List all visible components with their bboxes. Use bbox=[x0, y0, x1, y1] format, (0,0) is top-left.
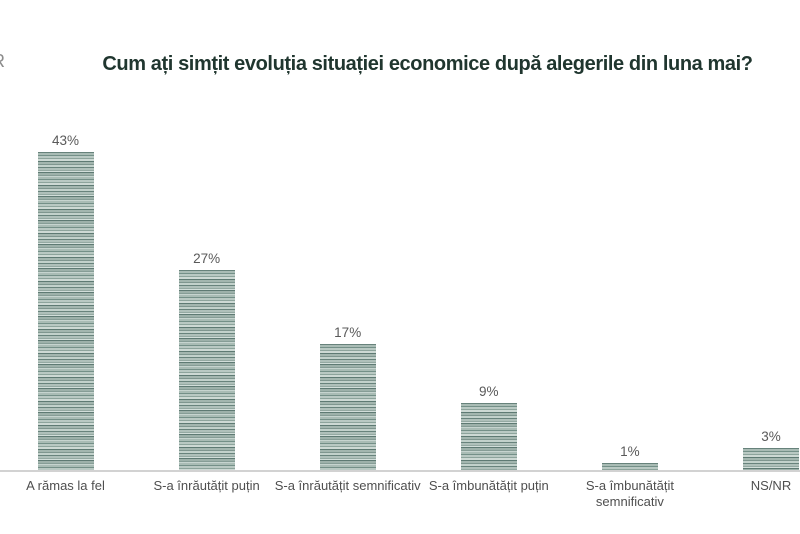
bar-column: 27% bbox=[178, 251, 235, 470]
chart-title: Cum ați simțit evoluția situației econom… bbox=[102, 53, 753, 75]
bar-value-label: 1% bbox=[620, 444, 640, 459]
bar-column: 17% bbox=[319, 325, 376, 470]
category-label: S-a îmbunătățit puțin bbox=[428, 478, 549, 493]
bar bbox=[37, 152, 94, 470]
category-label: A rămas la fel bbox=[26, 478, 105, 493]
bar-value-label: 9% bbox=[479, 384, 499, 399]
bar-value-label: 43% bbox=[51, 133, 80, 148]
category-label: S-a înrăutățit puțin bbox=[153, 478, 260, 493]
bar-column: 43% bbox=[37, 133, 94, 470]
bar-value-label: 27% bbox=[193, 251, 221, 266]
bar-column: 3% bbox=[743, 429, 799, 470]
bar bbox=[601, 463, 658, 470]
bar-value-label: 17% bbox=[334, 325, 362, 340]
bar-column: 1% bbox=[601, 444, 658, 470]
bar-column: 9% bbox=[460, 384, 517, 470]
bar bbox=[319, 344, 376, 470]
bar bbox=[460, 403, 517, 470]
category-label: S-a înrăutățit semnificativ bbox=[274, 478, 421, 493]
category-label: S-a îmbunătățit semnificativ bbox=[585, 478, 674, 509]
x-axis-baseline bbox=[0, 470, 800, 472]
bar bbox=[178, 270, 235, 470]
bar bbox=[743, 448, 799, 470]
bar-value-label: 3% bbox=[761, 429, 781, 444]
logo-partial-text: R bbox=[0, 51, 5, 72]
category-label: NS/NR bbox=[750, 478, 792, 493]
